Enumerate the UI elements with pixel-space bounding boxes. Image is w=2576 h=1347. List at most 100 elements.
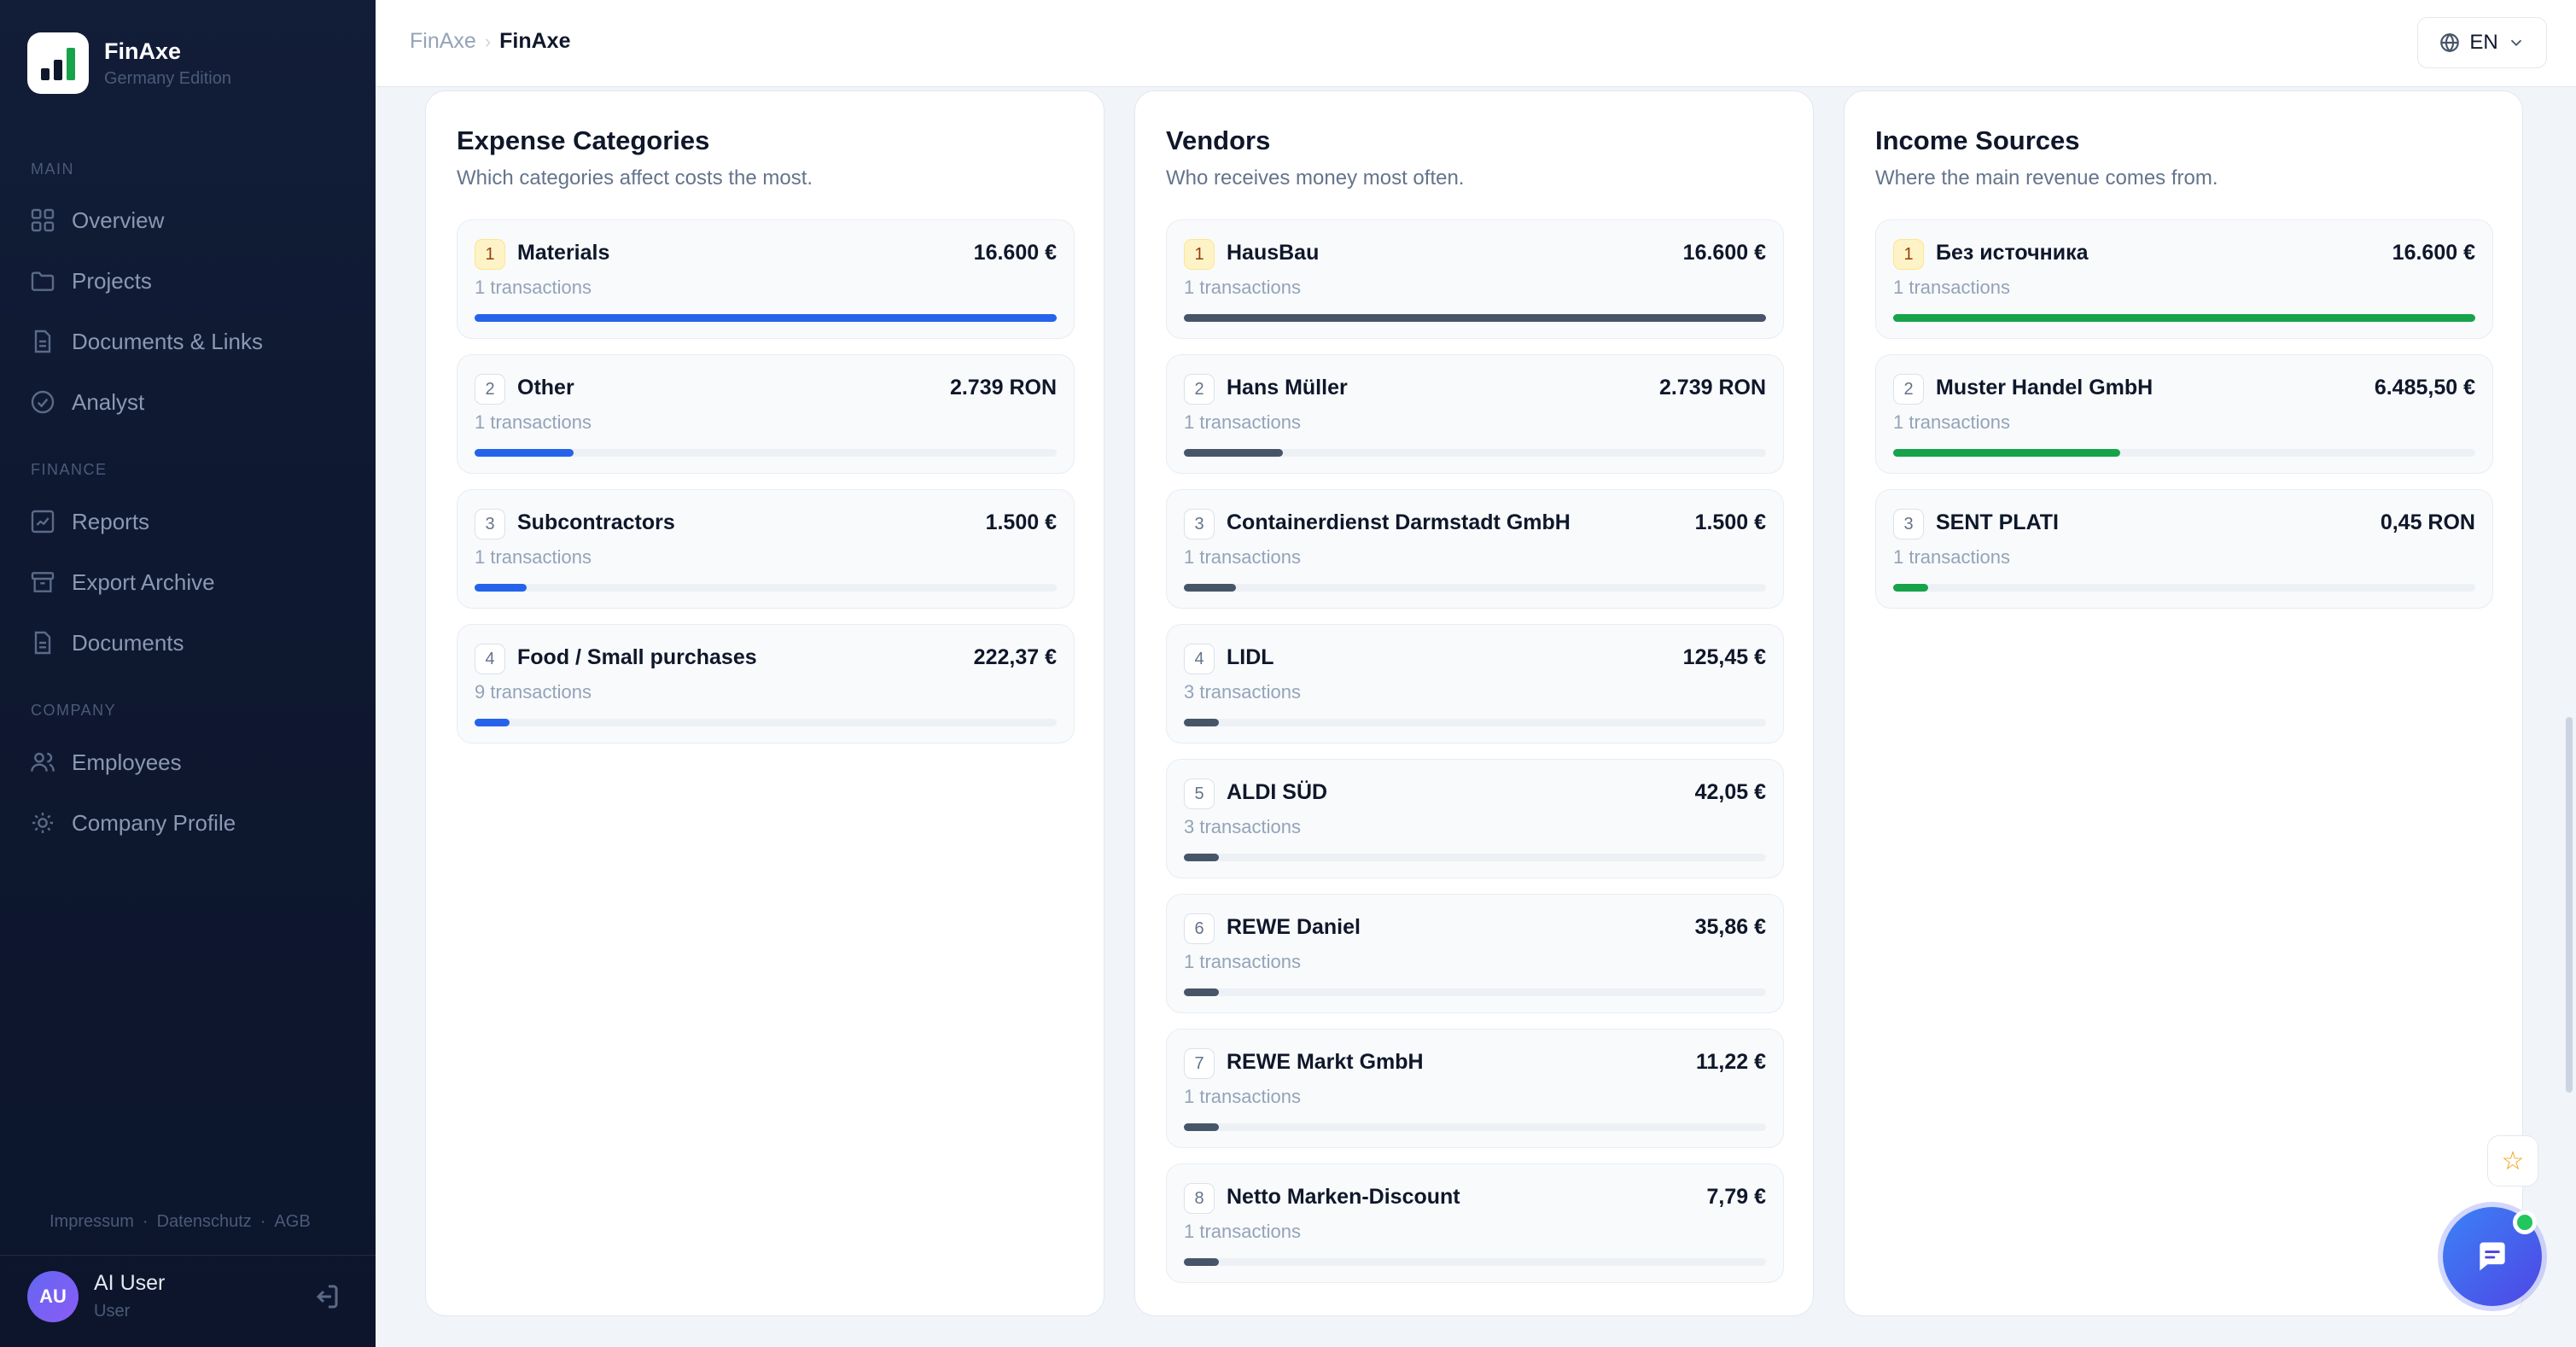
vendors-card: Vendors Who receives money most often. 1…: [1134, 90, 1814, 1316]
transaction-count: 1 transactions: [1184, 277, 1301, 298]
list-item[interactable]: 1 Без источника 16.600 € 1 transactions: [1875, 219, 2493, 339]
sidebar: FinAxe Germany Edition MAIN Overview Pro…: [0, 0, 376, 1347]
sidebar-item-analyst[interactable]: Analyst: [29, 382, 353, 423]
sidebar-item-reports[interactable]: Reports: [29, 501, 353, 542]
list-item[interactable]: 5 ALDI SÜD 42,05 € 3 transactions: [1166, 759, 1784, 878]
breadcrumb-root[interactable]: FinAxe: [410, 29, 476, 53]
sidebar-item-label: Overview: [72, 207, 165, 233]
list-item[interactable]: 4 LIDL 125,45 € 3 transactions: [1166, 624, 1784, 743]
progress-track: [475, 449, 1057, 457]
archive-icon: [31, 572, 55, 592]
card-title: Vendors: [1166, 125, 1271, 155]
item-amount: 125,45 €: [1682, 645, 1766, 669]
nav-section-finance: FINANCE: [31, 461, 108, 478]
progress-track: [1893, 314, 2475, 322]
document-icon: [34, 631, 51, 655]
list-item[interactable]: 3 Containerdienst Darmstadt GmbH 1.500 € 1 …: [1166, 489, 1784, 609]
sidebar-item-overview[interactable]: Overview: [29, 200, 353, 241]
footer-separator: ·: [142, 1212, 149, 1231]
transaction-count: 1 transactions: [1893, 411, 2010, 433]
item-name: Netto Marken-Discount: [1227, 1185, 1460, 1209]
logout-button[interactable]: [311, 1281, 341, 1312]
progress-track: [1184, 854, 1766, 861]
transaction-count: 9 transactions: [475, 681, 592, 703]
income-sources-card: Income Sources Where the main revenue co…: [1844, 90, 2523, 1316]
datenschutz-link[interactable]: Datenschutz: [156, 1212, 252, 1231]
scrollbar-thumb[interactable]: [2566, 717, 2573, 1093]
transaction-count: 1 transactions: [1184, 951, 1301, 972]
breadcrumb-separator: ›: [484, 30, 492, 52]
card-subtitle: Where the main revenue comes from.: [1875, 166, 2218, 190]
chat-button[interactable]: [2443, 1207, 2542, 1306]
progress-track: [1184, 584, 1766, 592]
avatar[interactable]: AU: [27, 1271, 79, 1322]
brand[interactable]: FinAxe Germany Edition: [27, 32, 231, 94]
sidebar-item-label: Reports: [72, 508, 150, 534]
globe-icon: [2440, 32, 2460, 53]
list-item[interactable]: 1 HausBau 16.600 € 1 transactions: [1166, 219, 1784, 339]
sidebar-item-projects[interactable]: Projects: [29, 260, 353, 301]
sidebar-item-company-profile[interactable]: Company Profile: [29, 802, 353, 843]
sidebar-item-export-archive[interactable]: Export Archive: [29, 562, 353, 603]
progress-track: [1184, 314, 1766, 322]
transaction-count: 1 transactions: [1184, 1221, 1301, 1242]
sidebar-item-documents-links[interactable]: Documents & Links: [29, 321, 353, 362]
list-item[interactable]: 2 Muster Handel GmbH 6.485,50 € 1 transacti…: [1875, 354, 2493, 474]
breadcrumb: FinAxe › FinAxe: [410, 29, 571, 54]
list-item[interactable]: 2 Other 2.739 RON 1 transactions: [457, 354, 1075, 474]
list-item[interactable]: 7 REWE Markt GmbH 11,22 € 1 transactions: [1166, 1029, 1784, 1148]
language-selector[interactable]: EN: [2417, 17, 2547, 68]
list-item[interactable]: 3 SENT PLATI 0,45 RON 1 transactions: [1875, 489, 2493, 609]
favorite-button[interactable]: ☆: [2487, 1135, 2538, 1187]
check-circle-icon: [31, 390, 55, 414]
card-subtitle: Who receives money most often.: [1166, 166, 1465, 190]
sidebar-item-label: Export Archive: [72, 569, 215, 595]
rank-badge: 4: [1184, 644, 1215, 674]
rank-badge: 2: [1893, 374, 1924, 405]
list-item[interactable]: 8 Netto Marken-Discount 7,79 € 1 transactio…: [1166, 1163, 1784, 1283]
sidebar-item-employees[interactable]: Employees: [29, 742, 353, 783]
list-item[interactable]: 1 Materials 16.600 € 1 transactions: [457, 219, 1075, 339]
logout-icon: [316, 1285, 338, 1309]
list-item[interactable]: 2 Hans Müller 2.739 RON 1 transactions: [1166, 354, 1784, 474]
progress-bar: [1184, 584, 1237, 592]
sidebar-item-label: Employees: [72, 749, 182, 775]
sidebar-item-documents[interactable]: Documents: [29, 622, 353, 663]
user-role: User: [94, 1302, 131, 1321]
transaction-count: 1 transactions: [1184, 411, 1301, 433]
progress-bar: [475, 314, 1057, 322]
item-amount: 2.739 RON: [1658, 376, 1766, 399]
item-amount: 35,86 €: [1694, 915, 1766, 939]
sidebar-item-label: Documents: [72, 629, 184, 656]
sidebar-item-label: Projects: [72, 267, 152, 294]
item-amount: 7,79 €: [1706, 1185, 1766, 1209]
nav-section-main: MAIN: [31, 160, 74, 178]
progress-bar: [475, 449, 574, 457]
list-item[interactable]: 4 Food / Small purchases 222,37 € 9 transac…: [457, 624, 1075, 743]
footer-separator: ·: [259, 1212, 266, 1231]
item-name: REWE Markt GmbH: [1227, 1050, 1424, 1074]
item-name: Food / Small purchases: [517, 645, 757, 669]
item-amount: 16.600 €: [973, 241, 1057, 265]
item-amount: 16.600 €: [1682, 241, 1766, 265]
progress-bar: [475, 719, 510, 726]
list-item[interactable]: 6 REWE Daniel 35,86 € 1 transactions: [1166, 894, 1784, 1013]
user-name: AI User: [94, 1271, 166, 1295]
item-name: ALDI SÜD: [1227, 780, 1328, 804]
item-amount: 16.600 €: [2392, 241, 2475, 265]
sidebar-item-label: Documents & Links: [72, 328, 263, 354]
logo-icon: [27, 32, 89, 94]
progress-bar: [1184, 1258, 1219, 1266]
progress-track: [475, 719, 1057, 726]
rank-badge: 1: [1893, 239, 1924, 270]
list-item[interactable]: 3 Subcontractors 1.500 € 1 transactions: [457, 489, 1075, 609]
card-title: Income Sources: [1875, 125, 2080, 155]
progress-bar: [1184, 988, 1219, 996]
progress-track: [475, 314, 1057, 322]
card-subtitle: Which categories affect costs the most.: [457, 166, 813, 190]
sun-icon: [32, 813, 53, 833]
progress-track: [1184, 719, 1766, 726]
impressum-link[interactable]: Impressum: [50, 1212, 134, 1231]
breadcrumb-current: FinAxe: [499, 29, 571, 53]
agb-link[interactable]: AGB: [274, 1212, 311, 1231]
